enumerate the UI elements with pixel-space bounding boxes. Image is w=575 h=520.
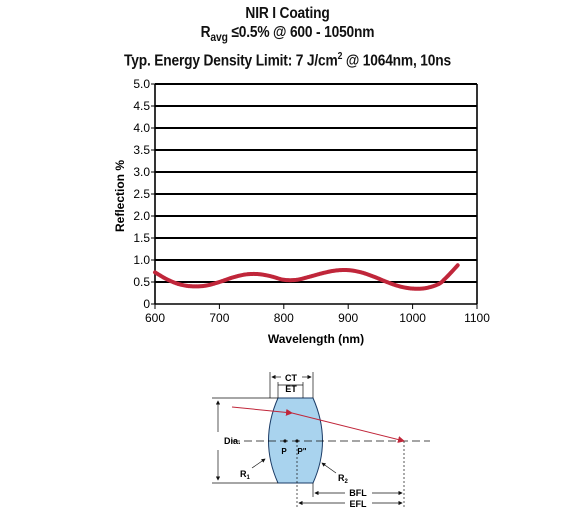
y-tick-label: 0.5 <box>133 275 150 289</box>
bfl-label: BFL <box>349 488 367 498</box>
title-line-3-rest: @ 1064nm, 10ns <box>342 52 451 70</box>
ray-out <box>291 412 405 443</box>
y-tick-label: 4.5 <box>133 99 150 113</box>
y-tick-label: 3.0 <box>133 165 150 179</box>
y-tick-labels: 0 0.5 1.0 1.5 2.0 2.5 3.0 3.5 4.0 4.5 5.0 <box>133 77 150 311</box>
reflection-series-line <box>153 263 460 291</box>
reflection-chart: 0 0.5 1.0 1.5 2.0 2.5 3.0 3.5 4.0 4.5 5.0 600 700 80… <box>113 77 490 346</box>
principal-point-p-prime <box>295 439 299 443</box>
principal-point-p <box>283 439 287 443</box>
p-prime-label: P" <box>297 447 306 456</box>
title-line-2-rest: ≤0.5% @ 600 - 1050nm <box>227 24 375 41</box>
title-line-2-subscript: avg <box>210 30 228 45</box>
chart-series <box>153 263 460 291</box>
y-tick-label: 1.5 <box>133 231 150 245</box>
y-tick-label: 1.0 <box>133 253 150 267</box>
y-axis-label: Reflection % <box>113 160 127 232</box>
et-label: ET <box>285 384 297 394</box>
x-tick-labels: 600 700 800 900 1000 1100 <box>145 311 490 325</box>
chart-subtitle-energy: Typ. Energy Density Limit: 7 J/cm2 @ 106… <box>40 47 535 70</box>
y-tick-label: 3.5 <box>133 143 150 157</box>
y-tick-label: 5.0 <box>133 77 150 91</box>
r1-label: R1 <box>240 469 251 481</box>
x-axis-label: Wavelength (nm) <box>268 332 364 346</box>
x-tick-label: 1000 <box>399 311 426 325</box>
x-tick-label: 900 <box>338 311 358 325</box>
y-tick-label: 2.0 <box>133 209 150 223</box>
x-tick-label: 800 <box>274 311 294 325</box>
y-tick-label: 4.0 <box>133 121 150 135</box>
chart-title: NIR I Coating <box>40 4 535 23</box>
title-line-3-prefix: Typ. Energy Density Limit: 7 J/cm <box>124 52 338 70</box>
ray-in <box>231 406 293 416</box>
r2-label: R2 <box>338 473 349 485</box>
p-label: P <box>281 447 287 456</box>
x-tick-label: 700 <box>209 311 229 325</box>
ct-label: CT <box>285 373 297 383</box>
title-line-2-prefix: R <box>200 24 211 41</box>
title-line-1: NIR I Coating <box>245 5 330 22</box>
chart-title-block: NIR I Coating Ravg ≤0.5% @ 600 - 1050nm … <box>0 4 575 71</box>
r1-leader <box>251 458 266 469</box>
dia-label: Dia. <box>224 436 241 446</box>
chart-grid <box>151 83 478 309</box>
efl-label: EFL <box>350 499 368 509</box>
y-tick-label: 2.5 <box>133 187 150 201</box>
title-line-3-superscript: 2 <box>337 51 343 63</box>
r2-leader <box>321 462 337 474</box>
x-tick-label: 1100 <box>464 311 490 325</box>
x-tick-label: 600 <box>145 311 165 325</box>
y-tick-label: 0 <box>143 297 150 311</box>
chart-subtitle-reflection: Ravg ≤0.5% @ 600 - 1050nm <box>40 23 535 47</box>
